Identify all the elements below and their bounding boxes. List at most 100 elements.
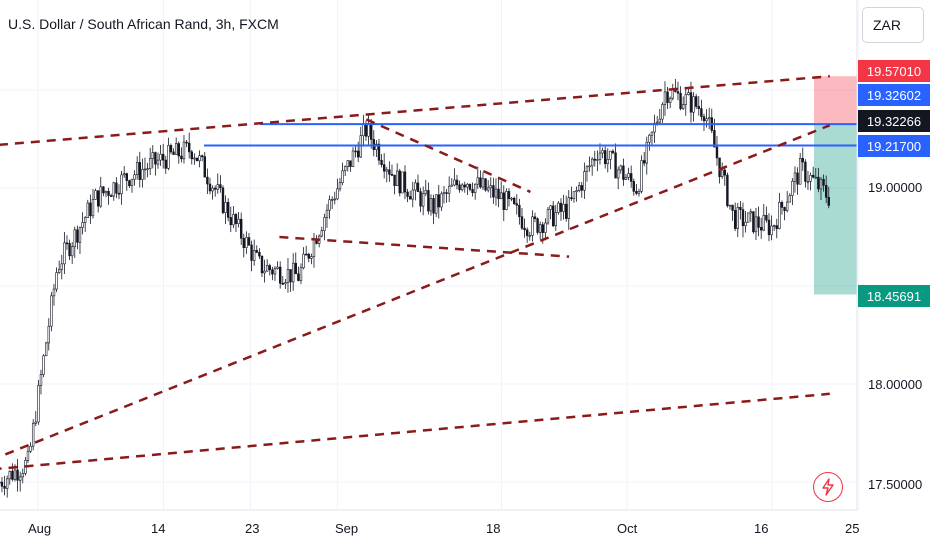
- candle-body: [203, 156, 206, 178]
- candle-body: [772, 225, 776, 227]
- candle-body: [744, 221, 747, 227]
- candle-body: [135, 162, 139, 176]
- candle-body: [216, 184, 219, 190]
- candle-body: [429, 198, 433, 212]
- candle-body: [440, 193, 443, 208]
- candle-body: [78, 227, 82, 243]
- candle-body: [700, 108, 703, 117]
- candle-body: [159, 153, 162, 161]
- candle-body: [398, 170, 401, 194]
- candle-body: [528, 235, 531, 237]
- candle-body: [536, 218, 539, 233]
- trendline: [0, 392, 830, 470]
- candle-body: [120, 174, 123, 195]
- candle-body: [122, 173, 126, 176]
- candle-body: [471, 189, 474, 193]
- candle-body: [258, 251, 261, 257]
- level-price-tag: 19.32602: [858, 84, 930, 106]
- candle-body: [544, 222, 547, 233]
- candle-body: [759, 227, 763, 231]
- currency-button[interactable]: ZAR: [862, 7, 924, 43]
- candle-body: [109, 195, 113, 197]
- candle-body: [156, 159, 160, 165]
- time-tick: Sep: [335, 521, 359, 536]
- candle-body: [811, 174, 815, 178]
- candle-body: [645, 141, 648, 164]
- candle-body: [289, 269, 292, 283]
- candle-body: [182, 141, 186, 160]
- candle-body: [390, 174, 394, 176]
- candle-body: [793, 172, 797, 182]
- candle-body: [148, 158, 152, 169]
- candle-body: [702, 116, 706, 122]
- candle-body: [380, 159, 383, 165]
- candle-body: [403, 171, 407, 193]
- candle-body: [414, 182, 417, 191]
- candle-body: [268, 265, 271, 271]
- candle-body: [596, 159, 599, 161]
- candle-body: [320, 230, 323, 237]
- candle-body: [806, 180, 810, 183]
- candle-body: [788, 195, 791, 203]
- lightning-icon[interactable]: [813, 472, 843, 502]
- candle-body: [172, 151, 175, 155]
- candle-body: [554, 212, 557, 227]
- candle-body: [385, 169, 388, 172]
- candle-body: [55, 272, 58, 290]
- candle-body: [408, 196, 412, 200]
- candle-body: [351, 150, 355, 167]
- current-price-tag: 19.32266: [858, 110, 930, 132]
- candle-body: [198, 155, 201, 162]
- candle-body: [323, 217, 326, 231]
- candle-body: [39, 374, 43, 386]
- candle-body: [666, 91, 669, 103]
- candle-body: [388, 169, 391, 175]
- candle-body: [804, 161, 807, 182]
- candle-body: [468, 183, 472, 190]
- candle-body: [16, 469, 19, 481]
- candle-body: [445, 192, 448, 194]
- candle-body: [382, 164, 386, 172]
- candle-body: [237, 218, 240, 224]
- candle-body: [63, 242, 66, 265]
- candle-body: [299, 267, 303, 281]
- candle-body: [73, 229, 76, 247]
- candle-body: [518, 204, 521, 217]
- candle-body: [705, 118, 708, 122]
- candle-body: [624, 177, 628, 180]
- candle-body: [224, 201, 227, 213]
- candle-body: [245, 237, 248, 248]
- candle-body: [86, 202, 89, 218]
- candle-body: [83, 217, 87, 223]
- candle-body: [278, 266, 282, 284]
- candle-body: [117, 192, 121, 195]
- candle-body: [557, 202, 560, 213]
- candle-body: [276, 266, 279, 269]
- candle-body: [827, 196, 830, 206]
- candle-body: [42, 355, 45, 375]
- candle-body: [161, 153, 165, 161]
- candle-body: [510, 197, 513, 200]
- candle-body: [679, 92, 682, 109]
- candle-body: [585, 166, 589, 172]
- candle-body: [29, 445, 32, 452]
- candle-body: [31, 422, 35, 447]
- time-tick: Aug: [28, 521, 52, 536]
- candle-body: [302, 253, 305, 269]
- candle-body: [102, 186, 105, 194]
- candle-body: [791, 181, 794, 196]
- candle-body: [151, 152, 154, 159]
- candle-body: [458, 184, 461, 191]
- candle-body: [765, 214, 768, 221]
- candle-body: [512, 197, 516, 204]
- candle-body: [242, 237, 245, 248]
- candle-body: [81, 222, 84, 228]
- candle-body: [221, 187, 225, 213]
- candle-body: [232, 214, 235, 226]
- candle-body: [580, 185, 583, 191]
- candle-body: [169, 145, 173, 153]
- candle-body: [130, 178, 134, 187]
- candle-body: [635, 191, 638, 194]
- candle-body: [741, 209, 745, 227]
